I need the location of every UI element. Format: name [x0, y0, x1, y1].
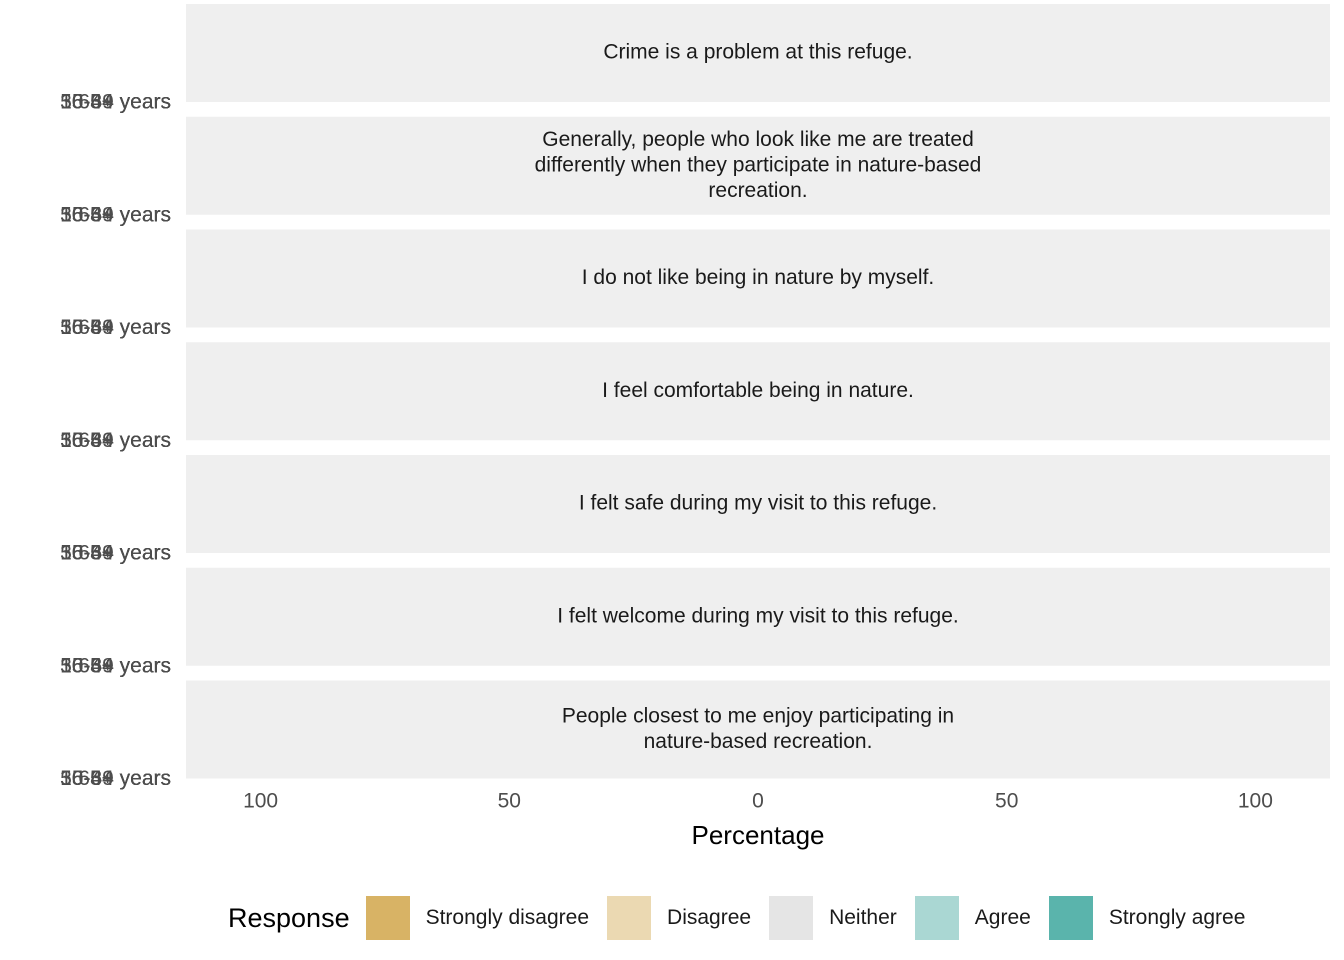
facet-label: I felt safe during my visit to this refu… [579, 492, 937, 515]
legend-swatch [914, 896, 959, 940]
legend: Response Strongly disagree Disagree Neit… [228, 895, 1263, 941]
y-tick-label: 65+ years [78, 542, 171, 565]
legend-item-strongly-disagree: Strongly disagree [365, 896, 590, 940]
y-tick-label: 50-64 years [60, 767, 171, 790]
facet-label: People closest to me enjoy participating… [562, 704, 954, 727]
legend-item-neither: Neither [769, 896, 897, 940]
y-tick-label: 16-34 years [60, 91, 171, 114]
legend-label: Strongly disagree [425, 906, 590, 929]
legend-swatch [365, 896, 410, 940]
legend-title: Response [228, 902, 350, 933]
y-tick-label: 35-49 years [60, 91, 171, 114]
y-tick-label: 16-34 years [60, 203, 171, 226]
y-tick-label: 35-49 years [60, 654, 171, 677]
legend-label: Neither [829, 906, 897, 929]
legend-label: Disagree [667, 906, 752, 929]
facet-label: nature-based recreation. [644, 730, 873, 753]
facet-label: Generally, people who look like me are t… [542, 128, 974, 151]
facet-panel [186, 229, 1330, 328]
y-tick-label: 50-64 years [60, 316, 171, 339]
facet-panel [186, 342, 1330, 441]
x-tick-label: 100 [1238, 790, 1273, 813]
y-tick-label: 35-49 years [60, 542, 171, 565]
x-axis-title: Percentage [692, 820, 825, 850]
y-tick-label: 35-49 years [60, 316, 171, 339]
facet-panel [186, 4, 1330, 102]
y-tick-label: 65+ years [78, 429, 171, 452]
y-tick-label: 16-34 years [60, 542, 171, 565]
y-tick-label: 16-34 years [60, 767, 171, 790]
legend-label: Agree [974, 906, 1031, 929]
y-tick-label: 35-49 years [60, 203, 171, 226]
facet-panel [186, 567, 1330, 666]
legend-item-disagree: Disagree [607, 896, 751, 940]
y-tick-label: 65+ years [78, 654, 171, 677]
facet-panel [186, 680, 1330, 779]
legend-label: Strongly agree [1108, 906, 1246, 929]
legend-item-strongly-agree: Strongly agree [1048, 896, 1246, 940]
y-tick-label: 65+ years [78, 316, 171, 339]
y-tick-label: 50-64 years [60, 203, 171, 226]
y-tick-label: 50-64 years [60, 542, 171, 565]
facet-label: recreation. [708, 179, 807, 202]
y-tick-label: 16-34 years [60, 654, 171, 677]
y-tick-label: 16-34 years [60, 316, 171, 339]
facet-label: I felt welcome during my visit to this r… [557, 604, 959, 627]
facet-panel [186, 116, 1330, 215]
x-tick-label: 100 [243, 790, 278, 813]
legend-swatch [769, 896, 814, 940]
facet-label: I do not like being in nature by myself. [582, 266, 935, 289]
x-tick-label: 0 [752, 790, 764, 813]
y-tick-label: 65+ years [78, 767, 171, 790]
facet-label: differently when they participate in nat… [535, 153, 982, 176]
y-tick-label: 65+ years [78, 203, 171, 226]
legend-swatch [607, 896, 652, 940]
facet-label: I feel comfortable being in nature. [602, 379, 914, 402]
legend-swatch [1048, 896, 1093, 940]
y-tick-label: 35-49 years [60, 429, 171, 452]
y-tick-label: 50-64 years [60, 429, 171, 452]
y-tick-label: 16-34 years [60, 429, 171, 452]
y-tick-label: 50-64 years [60, 91, 171, 114]
x-tick-label: 50 [498, 790, 521, 813]
facet-label: Crime is a problem at this refuge. [603, 41, 912, 64]
y-tick-label: 35-49 years [60, 767, 171, 790]
legend-item-agree: Agree [914, 896, 1031, 940]
y-tick-label: 65+ years [78, 91, 171, 114]
facet-panel [186, 455, 1330, 553]
y-tick-label: 50-64 years [60, 654, 171, 677]
x-tick-label: 50 [995, 790, 1018, 813]
likert-chart: Crime is a problem at this refuge. 16-34 … [60, 4, 1330, 850]
